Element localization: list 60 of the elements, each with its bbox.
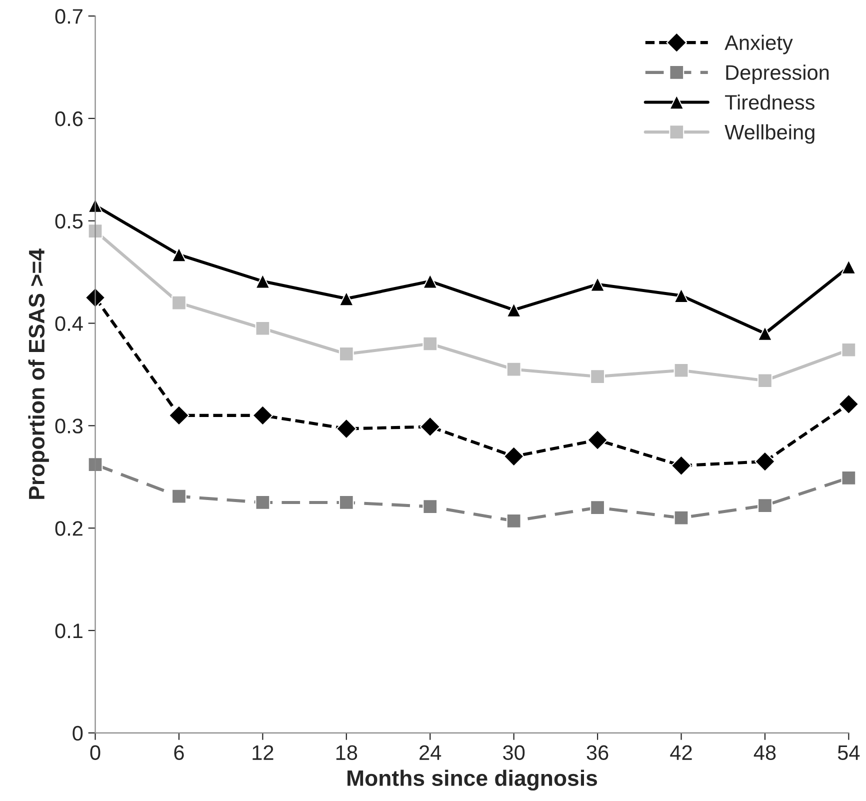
x-tick-label: 0 xyxy=(90,745,100,760)
y-tick-label: 0 xyxy=(72,726,83,741)
point xyxy=(758,498,772,514)
point xyxy=(420,416,440,438)
point xyxy=(841,259,856,274)
point xyxy=(590,276,606,292)
x-tick-label: 6 xyxy=(174,745,184,760)
point xyxy=(172,295,186,310)
x-tick-label: 12 xyxy=(252,745,274,760)
legend-label: Anxiety xyxy=(724,34,793,54)
point xyxy=(758,373,772,388)
y-tick-label: 0.7 xyxy=(55,9,82,24)
point xyxy=(674,362,689,378)
point xyxy=(506,362,522,377)
point xyxy=(252,405,274,426)
y-axis-title: Proportion of ESAS >=4 xyxy=(28,248,49,499)
point xyxy=(338,346,354,362)
point xyxy=(422,336,438,352)
point xyxy=(255,274,270,289)
x-tick-label: 36 xyxy=(586,745,608,760)
point xyxy=(838,394,860,415)
x-axis-title: Months since diagnosis xyxy=(348,770,598,791)
x-tick-label: 48 xyxy=(754,745,776,760)
point xyxy=(758,326,772,341)
point xyxy=(503,446,524,467)
point xyxy=(590,500,606,516)
point xyxy=(674,510,689,526)
point xyxy=(255,495,270,510)
point xyxy=(168,405,190,426)
point xyxy=(754,451,776,472)
y-tick-label: 0.5 xyxy=(55,214,83,229)
point xyxy=(338,291,354,306)
point xyxy=(590,369,606,384)
point xyxy=(255,320,270,336)
x-tick-label: 54 xyxy=(838,745,860,760)
point xyxy=(670,455,692,476)
legend-label: Wellbeing xyxy=(724,124,814,144)
point xyxy=(172,247,186,262)
x-tick-label: 24 xyxy=(420,745,442,760)
x-tick-label: 18 xyxy=(336,745,358,760)
point xyxy=(172,488,186,504)
legend-label: Tiredness xyxy=(725,94,814,110)
point xyxy=(336,418,357,440)
legend-label: Depression xyxy=(726,64,829,84)
point xyxy=(422,499,438,514)
y-tick-label: 0.1 xyxy=(55,624,82,638)
point xyxy=(506,513,522,528)
point xyxy=(422,274,438,289)
point xyxy=(841,470,856,486)
y-tick-label: 0.2 xyxy=(55,521,82,536)
point xyxy=(338,495,354,510)
x-tick-label: 42 xyxy=(670,745,692,760)
point xyxy=(674,288,689,304)
point xyxy=(587,430,608,450)
y-tick-label: 0.6 xyxy=(55,111,83,126)
point xyxy=(841,342,856,358)
y-tick-label: 0.4 xyxy=(55,316,83,332)
point xyxy=(506,302,522,318)
y-tick-label: 0.3 xyxy=(55,418,83,434)
x-tick-label: 30 xyxy=(503,745,525,760)
